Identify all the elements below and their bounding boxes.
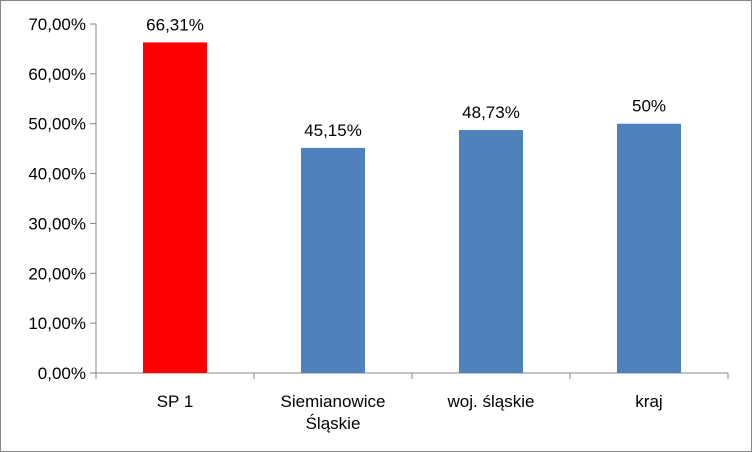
x-tick-label: Siemianowice (281, 392, 386, 411)
x-tick-label: SP 1 (157, 392, 194, 411)
y-tick-label: 70,00% (28, 15, 86, 34)
x-tick-label: Śląskie (306, 414, 361, 433)
data-label: 45,15% (304, 121, 362, 140)
y-tick-label: 10,00% (28, 314, 86, 333)
bar (617, 123, 681, 373)
data-label: 66,31% (146, 15, 204, 34)
y-tick-label: 40,00% (28, 165, 86, 184)
y-tick-label: 0,00% (38, 364, 86, 383)
bar (143, 42, 207, 374)
bar (459, 130, 523, 373)
data-label: 50% (632, 97, 666, 116)
bar (301, 147, 365, 373)
y-tick-label: 50,00% (28, 115, 86, 134)
x-tick-label: kraj (635, 392, 662, 411)
x-tick-label: woj. śląskie (447, 392, 535, 411)
y-tick-label: 20,00% (28, 264, 86, 283)
data-label: 48,73% (462, 103, 520, 122)
y-tick-label: 30,00% (28, 214, 86, 233)
y-tick-label: 60,00% (28, 65, 86, 84)
